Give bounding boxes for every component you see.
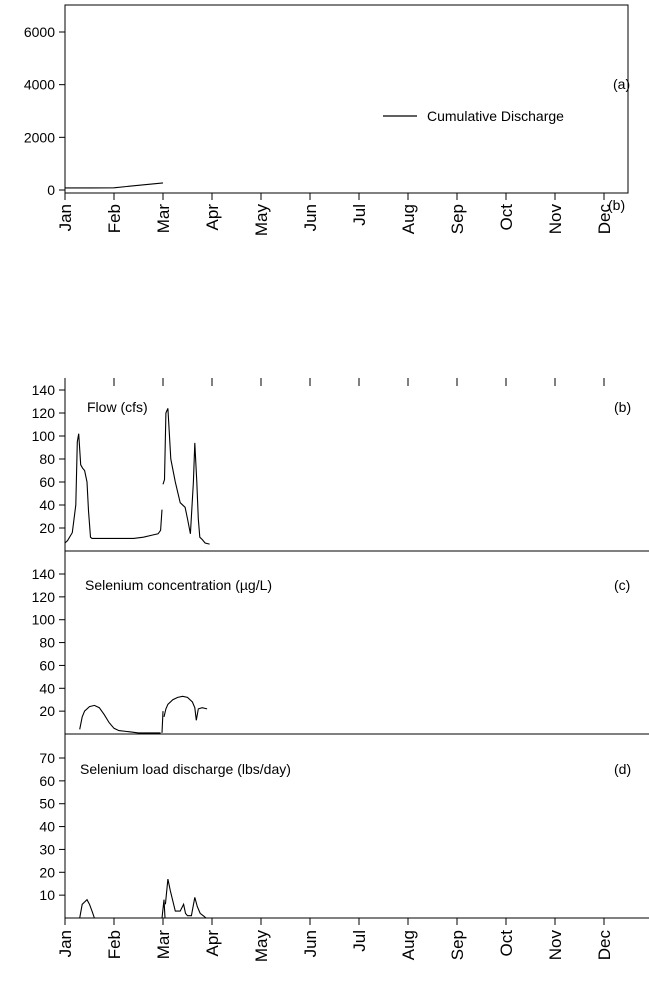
panel-d-line-segment (79, 898, 95, 919)
x-tick-label-jun: Jun (301, 204, 320, 231)
panel-c-line-segment (79, 704, 161, 734)
panel-a-label: (a) (613, 76, 630, 92)
panel-c-line-segment (163, 695, 208, 721)
panel-a-y-axis: 0 2000 4000 6000 (24, 24, 65, 198)
y-tick-label-20: 20 (39, 703, 55, 719)
x-tick-label-dec: Dec (595, 204, 614, 235)
y-tick-label-2000: 2000 (24, 129, 55, 145)
y-tick-label-10: 10 (39, 887, 55, 903)
panel-b-y-axis: 20 40 60 80 100 120 140 (32, 382, 65, 536)
x-tick-label-feb: Feb (105, 204, 124, 233)
x-tick-label-sep: Sep (448, 204, 467, 234)
panel-b: 20 40 60 80 100 120 140 Flow (cfs) (b) (32, 378, 649, 552)
panel-a-series (65, 182, 164, 189)
x-tick-label-aug: Aug (399, 930, 418, 960)
panel-c-y-axis: 20 40 60 80 100 120 140 (32, 566, 65, 719)
x-tick-label-apr: Apr (203, 204, 222, 231)
y-tick-label-20: 20 (39, 864, 55, 880)
y-tick-label-80: 80 (39, 635, 55, 651)
y-tick-label-100: 100 (32, 612, 56, 628)
x-tick-label-jun: Jun (301, 930, 320, 957)
panel-d-line-segment (161, 899, 166, 919)
y-tick-label-30: 30 (39, 841, 55, 857)
y-tick-label-4000: 4000 (24, 77, 55, 93)
panel-d-label: (d) (614, 761, 631, 777)
panel-c-label: (c) (614, 577, 630, 593)
panel-d-x-axis: Jan Feb Mar Apr May Jun Jul Aug Sep Oct Nov Dec (56, 918, 614, 962)
panel-b-line-segment (64, 433, 163, 544)
y-tick-label-60: 60 (39, 474, 55, 490)
x-tick-label-jul: Jul (350, 204, 369, 226)
panel-d-line-segment (164, 878, 207, 919)
y-tick-label-70: 70 (39, 750, 55, 766)
y-tick-label-50: 50 (39, 796, 55, 812)
y-tick-label-60: 60 (39, 657, 55, 673)
x-tick-label-jan: Jan (56, 204, 75, 231)
y-tick-label-6000: 6000 (24, 24, 55, 40)
y-tick-label-140: 140 (32, 382, 56, 398)
y-tick-label-40: 40 (39, 819, 55, 835)
panel-d-series (79, 878, 207, 919)
x-tick-label-may: May (252, 930, 271, 963)
y-tick-label-100: 100 (32, 428, 56, 444)
panel-b-title: Flow (cfs) (87, 399, 148, 415)
y-tick-label-140: 140 (32, 566, 56, 582)
panel-a-legend-label: Cumulative Discharge (427, 108, 564, 124)
x-tick-label-apr: Apr (203, 930, 222, 957)
y-tick-label-60: 60 (39, 773, 55, 789)
panel-b-top-ticks (113, 378, 605, 386)
x-tick-label-oct: Oct (497, 930, 516, 957)
panel-d-title: Selenium load discharge (lbs/day) (80, 761, 291, 777)
y-tick-label-40: 40 (39, 680, 55, 696)
x-tick-label-jan: Jan (56, 930, 75, 957)
panel-a-stray-label: (b) (608, 197, 625, 213)
panel-a-x-axis: Jan Feb Mar Apr May Jun Jul Aug Sep Oct Nov Dec (56, 193, 614, 236)
y-tick-label-20: 20 (39, 520, 55, 536)
panel-c-series (79, 695, 208, 734)
y-tick-label-120: 120 (32, 405, 56, 421)
x-tick-label-nov: Nov (546, 204, 565, 235)
panel-a-frame (64, 4, 629, 194)
x-tick-label-aug: Aug (399, 204, 418, 234)
x-tick-label-may: May (252, 204, 271, 237)
x-tick-label-oct: Oct (497, 204, 516, 231)
panel-b-line-segment (162, 408, 210, 545)
panel-b-series (64, 408, 210, 545)
x-tick-label-mar: Mar (154, 930, 173, 960)
panel-a: 0 2000 4000 6000 Jan Feb Mar Apr May Jun Jul Aug Se… (24, 4, 630, 236)
panel-c-line-segment (161, 711, 164, 733)
y-tick-label-120: 120 (32, 589, 56, 605)
panel-b-label: (b) (614, 399, 631, 415)
x-tick-label-jul: Jul (350, 930, 369, 952)
cumulative-discharge-line (65, 182, 164, 189)
x-tick-label-dec: Dec (595, 930, 614, 961)
x-tick-label-feb: Feb (105, 930, 124, 959)
y-tick-label-0: 0 (47, 182, 55, 198)
panel-d-y-axis: 10 20 30 40 50 60 70 (39, 750, 65, 903)
x-tick-label-nov: Nov (546, 930, 565, 961)
y-tick-label-80: 80 (39, 451, 55, 467)
y-tick-label-40: 40 (39, 497, 55, 513)
panel-c: 20 40 60 80 100 120 140 Selenium concentration… (32, 566, 649, 735)
panel-c-title: Selenium concentration (µg/L) (85, 577, 272, 593)
x-tick-label-sep: Sep (448, 930, 467, 960)
panel-d: 10 20 30 40 50 60 70 Jan Feb Mar Apr May Jun Jul Aug S… (39, 750, 649, 962)
x-tick-label-mar: Mar (154, 204, 173, 234)
